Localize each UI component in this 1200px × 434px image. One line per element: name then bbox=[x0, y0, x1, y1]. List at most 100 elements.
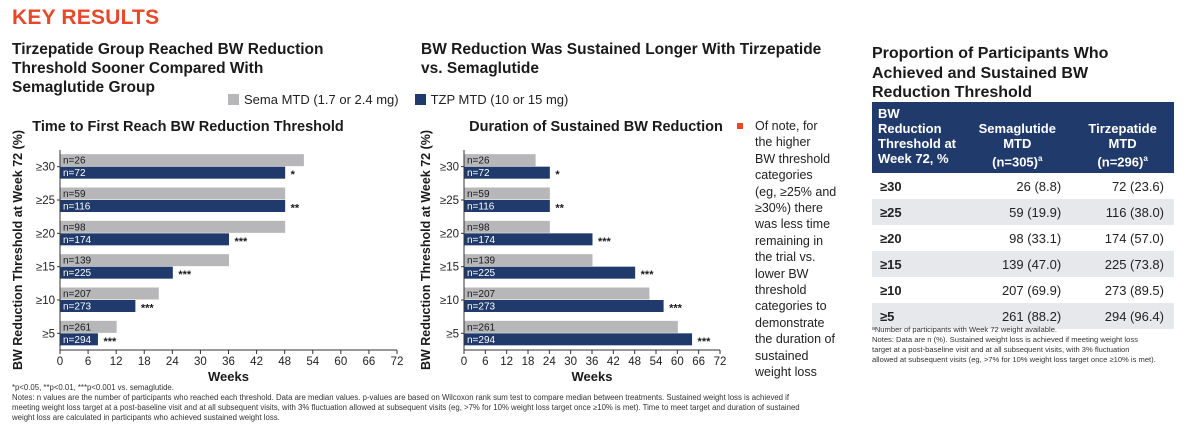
left-title-line: Semaglutide Group bbox=[12, 79, 155, 96]
chart-legend: Sema MTD (1.7 or 2.4 mg) TZP MTD (10 or … bbox=[228, 92, 568, 107]
bullet-note-text: Of note, for the higher BW threshold catego… bbox=[755, 118, 855, 381]
table-footnote-line: Notes: Data are n (%). Sustained weight … bbox=[872, 335, 1138, 344]
header-line: (n=305)a bbox=[969, 151, 1065, 169]
header-line: Tirzepatide bbox=[1088, 121, 1157, 136]
sema-bar bbox=[60, 287, 159, 300]
bullet-note-line: categories to bbox=[755, 299, 827, 314]
table-cell-tzp: 116 (38.0) bbox=[1071, 199, 1174, 226]
bullet-note: Of note, for the higher BW threshold catego… bbox=[737, 118, 855, 381]
table-cell-threshold: ≥20 bbox=[872, 225, 964, 252]
footnote-line: Notes: n values are the number of partic… bbox=[12, 393, 790, 402]
y-tick-label: ≥30 bbox=[440, 162, 459, 174]
significance-marker: * bbox=[555, 169, 560, 181]
y-tick-label: ≥5 bbox=[42, 328, 55, 340]
header-line: Week 72, % bbox=[878, 151, 949, 166]
x-tick-label: 36 bbox=[586, 356, 599, 368]
y-tick-label: ≥10 bbox=[440, 295, 459, 307]
table-row: ≥30 26 (8.8) 72 (23.6) bbox=[872, 173, 1174, 200]
header-line: (n=296)a bbox=[1077, 151, 1168, 169]
y-tick-label: ≥10 bbox=[36, 295, 55, 307]
header-line: MTD bbox=[1003, 136, 1032, 151]
footnotes: *p<0.05, **p<0.01, ***p<0.001 vs. semagl… bbox=[12, 383, 1192, 423]
significance-marker: *** bbox=[598, 236, 612, 248]
footnote-line: *p<0.05, **p<0.01, ***p<0.001 vs. semagl… bbox=[12, 383, 174, 392]
bullet-note-line: the duration of bbox=[755, 332, 835, 347]
bullet-note-line: the trial vs. bbox=[755, 250, 816, 265]
right-title-line: Achieved and Sustained BW bbox=[872, 64, 1089, 82]
sema-bar bbox=[464, 187, 550, 200]
bar-n-label: n=207 bbox=[63, 289, 92, 300]
x-tick-label: 72 bbox=[714, 356, 727, 368]
table-cell-threshold: ≥5 bbox=[872, 303, 964, 330]
bar-n-label: n=261 bbox=[63, 322, 92, 333]
footnote-line: weight loss are calculated in participan… bbox=[12, 413, 280, 422]
table-row: ≥10 207 (69.9) 273 (89.5) bbox=[872, 277, 1174, 304]
x-tick-label: 18 bbox=[522, 356, 535, 368]
table-cell-tzp: 294 (96.4) bbox=[1071, 303, 1174, 330]
legend-swatch-sema bbox=[228, 94, 239, 105]
x-tick-label: 48 bbox=[628, 356, 641, 368]
x-tick-label: 0 bbox=[57, 356, 63, 368]
bullet-note-line: lower BW bbox=[755, 266, 809, 281]
y-tick-label: ≥20 bbox=[36, 228, 55, 240]
bar-n-label: n=225 bbox=[63, 268, 92, 279]
table-cell-threshold: ≥10 bbox=[872, 277, 964, 304]
sema-bar bbox=[464, 287, 650, 300]
table-cell-threshold: ≥30 bbox=[872, 173, 964, 200]
sema-bar bbox=[60, 187, 286, 200]
bullet-note-line: weight loss bbox=[755, 365, 817, 380]
tzp-bar bbox=[464, 166, 550, 179]
bar-n-label: n=261 bbox=[467, 322, 496, 333]
x-tick-label: 12 bbox=[500, 356, 513, 368]
bar-n-label: n=225 bbox=[467, 268, 496, 279]
table-header-sema: Semaglutide MTD (n=305)a bbox=[963, 102, 1072, 174]
bar-n-label: n=139 bbox=[63, 256, 92, 267]
middle-title-line: BW Reduction Was Sustained Longer With T… bbox=[421, 41, 822, 58]
table-footnote-line: allowed at subsequent visits (eg, >7% fo… bbox=[872, 355, 1156, 364]
x-tick-label: 66 bbox=[692, 356, 705, 368]
bullet-note-line: categories bbox=[755, 168, 813, 183]
bar-n-label: n=139 bbox=[467, 256, 496, 267]
significance-marker: *** bbox=[235, 236, 249, 248]
table-cell-sema: 207 (69.9) bbox=[963, 277, 1072, 304]
table-cell-tzp: 72 (23.6) bbox=[1071, 173, 1174, 200]
legend-item-tzp: TZP MTD (10 or 15 mg) bbox=[414, 92, 568, 107]
bullet-note-line: the higher bbox=[755, 135, 811, 150]
right-title-line: Proportion of Participants Who bbox=[872, 45, 1109, 62]
y-axis-label: BW Reduction Threshold at Week 72 (%) bbox=[419, 130, 433, 370]
bullet-note-line: threshold bbox=[755, 283, 807, 298]
bullet-note-line: demonstrate bbox=[755, 315, 825, 330]
bar-n-label: n=273 bbox=[63, 302, 92, 313]
y-tick-label: ≥15 bbox=[440, 262, 459, 274]
significance-marker: *** bbox=[103, 336, 117, 348]
table-row: ≥20 98 (33.1) 174 (57.0) bbox=[872, 225, 1174, 252]
significance-marker: *** bbox=[698, 336, 712, 348]
x-tick-label: 72 bbox=[391, 356, 404, 368]
bar-n-label: n=98 bbox=[467, 222, 490, 233]
y-tick-label: ≥15 bbox=[36, 262, 55, 274]
bar-n-label: n=294 bbox=[467, 335, 496, 346]
bar-n-label: n=116 bbox=[63, 202, 91, 213]
bullet-note-line: sustained bbox=[755, 348, 809, 363]
x-tick-label: 30 bbox=[564, 356, 577, 368]
right-section-title: Proportion of Participants Who Achieved … bbox=[872, 44, 1192, 103]
table-cell-sema: 261 (88.2) bbox=[963, 303, 1072, 330]
tzp-bar bbox=[60, 333, 98, 346]
sema-bar bbox=[60, 320, 117, 333]
significance-marker: *** bbox=[178, 269, 192, 281]
x-tick-label: 0 bbox=[461, 356, 467, 368]
chart-title: Duration of Sustained BW Reduction bbox=[469, 119, 723, 135]
chart-title: Time to First Reach BW Reduction Thresho… bbox=[32, 119, 344, 135]
y-tick-label: ≥25 bbox=[36, 195, 55, 207]
x-tick-label: 24 bbox=[543, 356, 556, 368]
y-tick-label: ≥25 bbox=[440, 195, 459, 207]
bullet-note-line: (eg, ≥25% and bbox=[755, 184, 837, 199]
table-cell-sema: 98 (33.1) bbox=[963, 225, 1072, 252]
table-cell-sema: 26 (8.8) bbox=[963, 173, 1072, 200]
x-tick-label: 42 bbox=[607, 356, 620, 368]
right-title-line: Reduction Threshold bbox=[872, 84, 1032, 101]
y-tick-label: ≥5 bbox=[446, 328, 459, 340]
tzp-bar bbox=[464, 333, 693, 346]
page-title: KEY RESULTS bbox=[12, 6, 160, 29]
sema-bar bbox=[464, 254, 593, 267]
